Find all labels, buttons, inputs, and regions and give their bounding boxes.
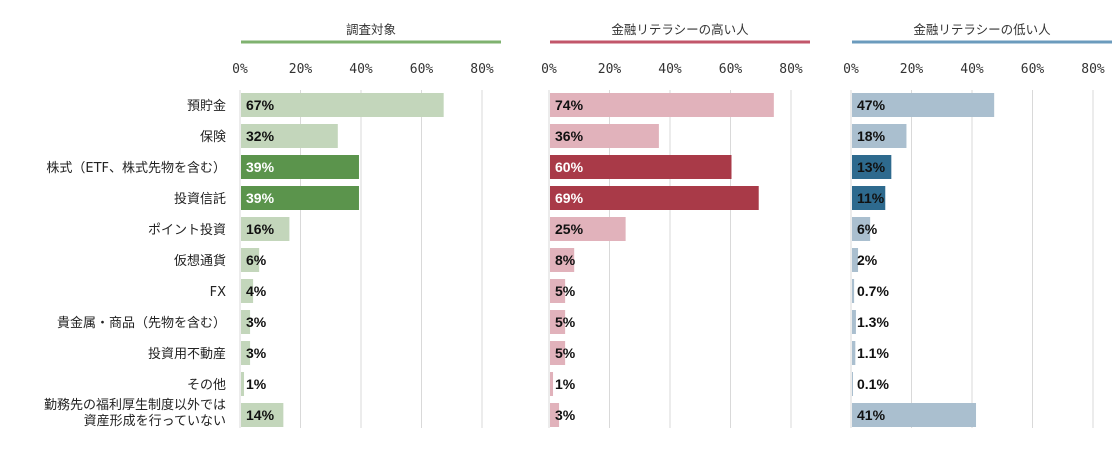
bar	[241, 93, 444, 117]
bar	[852, 186, 886, 210]
tick-label: 0%	[541, 62, 557, 77]
tick-label: 0%	[232, 62, 248, 77]
category-label: その他	[187, 378, 226, 393]
data-label: 39%	[246, 190, 275, 206]
bar	[550, 372, 554, 396]
bar	[852, 248, 859, 272]
panel-title: 調査対象	[346, 22, 396, 37]
bar	[550, 124, 659, 148]
bar	[852, 124, 907, 148]
data-label: 16%	[246, 221, 275, 237]
tick-label: 20%	[289, 62, 313, 77]
data-label: 5%	[555, 314, 576, 330]
category-label: ポイント投資	[148, 222, 226, 238]
tick-label: 40%	[960, 62, 984, 77]
category-label: 保険	[200, 130, 226, 145]
data-label: 69%	[555, 190, 584, 206]
bar	[852, 372, 853, 396]
bar	[241, 372, 245, 396]
bar	[241, 248, 260, 272]
bar	[550, 93, 774, 117]
bar	[852, 217, 871, 241]
category-label: 預貯金	[187, 98, 226, 114]
bar	[550, 341, 566, 365]
category-label: 勤務先の福利厚生制度以外では	[44, 397, 226, 413]
data-label: 8%	[555, 252, 576, 268]
data-label: 67%	[246, 97, 275, 113]
data-label: 6%	[857, 221, 878, 237]
tick-label: 20%	[900, 62, 924, 77]
bar	[241, 403, 284, 427]
data-label: 60%	[555, 159, 584, 175]
bar	[550, 310, 566, 334]
bar	[550, 217, 626, 241]
data-label: 5%	[555, 283, 576, 299]
tick-label: 0%	[843, 62, 859, 77]
data-label: 18%	[857, 128, 886, 144]
bar	[550, 248, 575, 272]
bar	[241, 279, 254, 303]
category-label: 株式（ETF、株式先物を含む）	[46, 160, 226, 176]
bar	[852, 341, 856, 365]
tick-label: 80%	[1081, 62, 1105, 77]
data-label: 0.7%	[857, 283, 889, 299]
category-label: 貴金属・商品（先物を含む）	[57, 315, 226, 331]
category-label: 仮想通貨	[174, 253, 226, 269]
data-label: 5%	[555, 345, 576, 361]
tick-label: 60%	[719, 62, 743, 77]
bar	[550, 155, 732, 179]
bar	[550, 403, 560, 427]
bar	[852, 279, 855, 303]
bar	[241, 341, 251, 365]
tick-label: 40%	[349, 62, 373, 77]
data-label: 11%	[857, 190, 885, 206]
data-label: 74%	[555, 97, 584, 113]
tick-label: 60%	[1021, 62, 1045, 77]
data-label: 1.3%	[857, 314, 889, 330]
data-label: 41%	[857, 407, 886, 423]
bar	[241, 310, 251, 334]
data-label: 3%	[246, 314, 267, 330]
data-label: 1%	[246, 376, 267, 392]
data-label: 3%	[246, 345, 267, 361]
data-label: 0.1%	[857, 376, 889, 392]
data-label: 36%	[555, 128, 584, 144]
category-label: 投資信託	[174, 191, 226, 207]
tick-label: 80%	[779, 62, 803, 77]
data-label: 25%	[555, 221, 584, 237]
data-label: 13%	[857, 159, 886, 175]
data-label: 1%	[555, 376, 576, 392]
data-label: 6%	[246, 252, 267, 268]
tick-label: 20%	[598, 62, 622, 77]
bar	[241, 186, 359, 210]
tick-label: 60%	[410, 62, 434, 77]
data-label: 4%	[246, 283, 267, 299]
panel-title: 金融リテラシーの高い人	[611, 22, 749, 37]
data-label: 3%	[555, 407, 576, 423]
data-label: 2%	[857, 252, 878, 268]
bar	[241, 217, 290, 241]
category-label: 投資用不動産	[148, 346, 226, 362]
tick-label: 40%	[658, 62, 682, 77]
category-label: 資産形成を行っていない	[84, 413, 226, 429]
data-label: 32%	[246, 128, 275, 144]
bar	[550, 279, 566, 303]
data-label: 39%	[246, 159, 275, 175]
bar	[852, 155, 892, 179]
bar	[852, 310, 856, 334]
bar	[550, 186, 759, 210]
data-label: 14%	[246, 407, 275, 423]
bar	[241, 155, 359, 179]
category-label: FX	[210, 285, 226, 300]
bar	[852, 93, 995, 117]
data-label: 47%	[857, 97, 886, 113]
bar	[852, 403, 977, 427]
tick-label: 80%	[470, 62, 494, 77]
data-label: 1.1%	[857, 345, 889, 361]
panel-title: 金融リテラシーの低い人	[913, 22, 1051, 37]
bar	[241, 124, 338, 148]
